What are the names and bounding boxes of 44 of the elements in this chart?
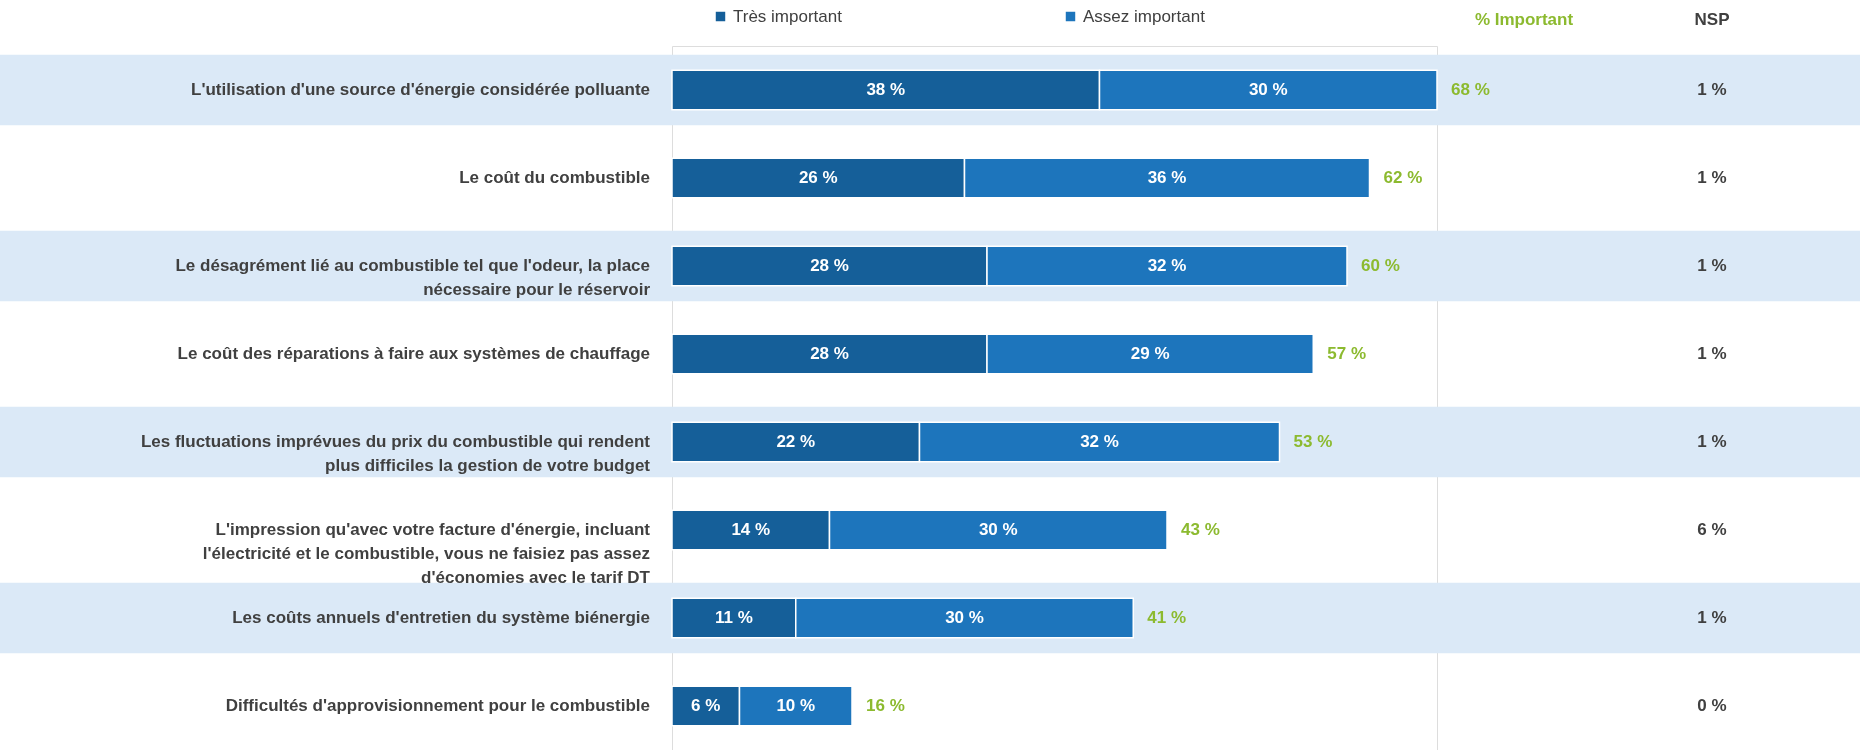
total-label: 53 %: [1293, 432, 1333, 451]
total-label: 57 %: [1327, 344, 1366, 363]
text: 1 %: [1697, 344, 1727, 363]
data-label: 30 %: [945, 608, 984, 627]
text: 1 %: [1697, 608, 1727, 627]
text: 6 %: [1697, 520, 1727, 539]
y-tick-label: Les fluctuations imprévues du prix du combustible qui rendent plus difficiles la gestion de votre budget: [140, 432, 651, 475]
text: 1 %: [1697, 256, 1727, 275]
text: 1 %: [1697, 168, 1727, 187]
data-label: 29 %: [1130, 344, 1170, 363]
total-label: 16 %: [866, 696, 905, 715]
data-label: 28 %: [810, 256, 849, 275]
legend-label: Très important: [733, 6, 843, 26]
data-label: 11 %: [714, 608, 753, 627]
text: 1 %: [1697, 432, 1727, 451]
text: 1 %: [1697, 80, 1727, 99]
total-label: 62 %: [1383, 168, 1423, 187]
y-tick-label: L'utilisation d'une source d'énergie considérée polluante: [191, 80, 650, 99]
data-label: 26 %: [798, 168, 838, 187]
legend-label: Assez important: [1083, 6, 1206, 26]
y-tick-label: Le coût des réparations à faire aux systèmes de chauffage: [177, 344, 650, 363]
y-tick-label: L'impression qu'avec votre facture d'énergie, incluant l'électricité et le combustible, vous ne faisiez pas assez d'économies avec le tarif DT: [202, 520, 651, 587]
y-tick-label: Les coûts annuels d'entretien du système biénergie: [232, 608, 650, 627]
total-label: 60 %: [1361, 256, 1400, 275]
text: % Important: [1474, 10, 1574, 29]
data-label: 28 %: [810, 344, 849, 363]
data-label: 36 %: [1147, 168, 1187, 187]
y-tick-label: Le coût du combustible: [459, 168, 650, 187]
data-label: 38 %: [866, 80, 906, 99]
text: NSP: [1694, 10, 1730, 29]
data-label: 22 %: [776, 432, 816, 451]
text: 0 %: [1697, 696, 1727, 715]
total-label: 68 %: [1451, 80, 1490, 99]
data-label: 30 %: [1248, 80, 1288, 99]
y-tick-label: Le désagrément lié au combustible tel que l'odeur, la place nécessaire pour le réservoir: [175, 256, 651, 299]
data-label: 32 %: [1080, 432, 1119, 451]
data-label: 10 %: [776, 696, 816, 715]
data-label: 30 %: [978, 520, 1018, 539]
data-label: 32 %: [1147, 256, 1187, 275]
total-label: 41 %: [1147, 608, 1186, 627]
y-tick-label: Difficultés d'approvisionnement pour le combustible: [225, 696, 650, 715]
total-label: 43 %: [1181, 520, 1220, 539]
data-label: 6 %: [691, 696, 721, 715]
data-label: 14 %: [731, 520, 771, 539]
